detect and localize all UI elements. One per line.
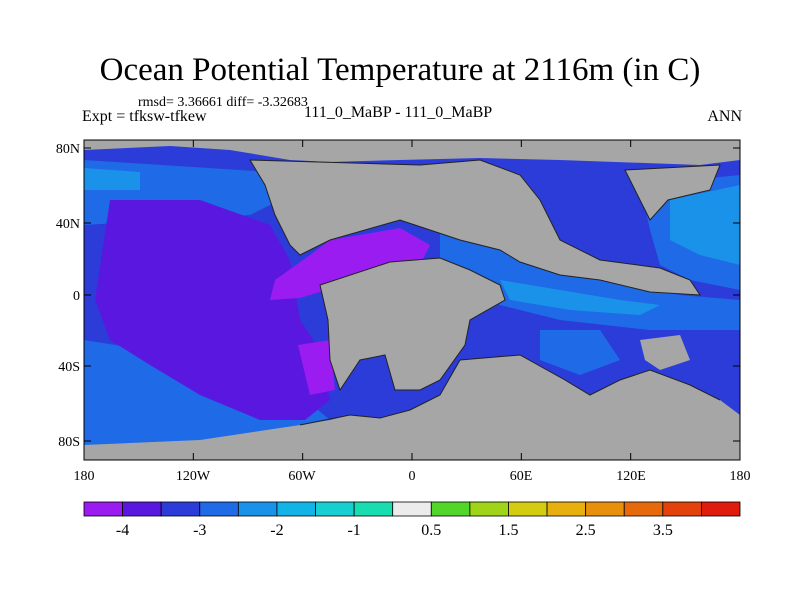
lon-tick-label: 180: [730, 469, 751, 484]
colorbar-swatch: [83, 501, 123, 517]
antarctica-land: [84, 355, 740, 460]
colorbar-label: -2: [270, 522, 283, 539]
colorbar-swatch: [160, 501, 201, 517]
colorbar-swatch: [122, 501, 162, 517]
lon-tick-label: 120W: [176, 469, 211, 484]
south-atlantic-cold: [298, 340, 335, 395]
lon-tick-label: 60E: [510, 469, 533, 484]
colorbar-swatch: [237, 501, 278, 517]
colorbar-swatch: [315, 501, 355, 517]
colorbar-swatch: [701, 501, 741, 517]
colorbar: [83, 501, 741, 517]
lon-tick-label: 0: [409, 469, 416, 484]
west-pacific-cyan: [670, 185, 740, 265]
colorbar-swatch: [662, 501, 702, 517]
laurasia-coast: [249, 159, 701, 296]
colorbar-swatch: [469, 501, 509, 517]
lat-tick-label: 0: [73, 289, 80, 304]
colorbar-swatch: [623, 501, 664, 517]
experiment-label: Expt = tfksw-tfkew: [82, 108, 207, 125]
tethys-cold-core: [270, 228, 430, 300]
colorbar-swatch: [276, 501, 316, 517]
rmsd-diff-stats: rmsd= 3.36661 diff= -3.32683: [138, 95, 308, 110]
lon-tick-label: 180: [74, 469, 95, 484]
frame-ticks: [83, 140, 741, 460]
coastlines: [249, 159, 721, 426]
arctic-land: [84, 140, 740, 165]
colorbar-label: -3: [193, 522, 206, 539]
gondwana-africa-land: [320, 258, 505, 390]
central-pacific-cold: [95, 200, 330, 420]
colorbar-swatch: [585, 501, 625, 517]
colorbar-swatch: [392, 501, 432, 517]
colorbar-label: 1.5: [498, 522, 518, 539]
map-field: [84, 140, 740, 460]
gondwana-coast: [319, 257, 506, 392]
lat-tick-label: 80S: [58, 435, 80, 450]
colorbar-swatch: [199, 501, 239, 517]
antarctica-coast: [299, 354, 721, 426]
lat-tick-label: 40N: [56, 217, 80, 232]
laurasia-land: [250, 160, 700, 295]
season-label: ANN: [707, 108, 742, 125]
colorbar-label: -4: [116, 522, 129, 539]
australia-land: [640, 335, 690, 370]
page-title: Ocean Potential Temperature at 2116m (in…: [99, 52, 701, 88]
lon-tick-label: 60W: [288, 469, 316, 484]
north-pacific-cyan: [84, 168, 140, 190]
colorbar-label: 0.5: [421, 522, 441, 539]
land-masses: [84, 140, 740, 460]
colorbar-labels: -4 -3 -2 -1 0.5 1.5 2.5 3.5: [116, 522, 673, 539]
colorbar-swatch: [546, 501, 587, 517]
tethys-cyan: [500, 280, 660, 315]
lat-tick-label: 80N: [56, 142, 80, 157]
colorbar-swatch: [430, 501, 471, 517]
colorbar-label: -1: [347, 522, 360, 539]
lat-tick-label: 40S: [58, 360, 80, 375]
colorbar-label: 2.5: [576, 522, 596, 539]
colorbar-swatch: [353, 501, 394, 517]
asia-east-coast: [624, 164, 721, 221]
asia-east-land: [625, 165, 720, 220]
experiment-periods: 111_0_MaBP - 111_0_MaBP: [304, 104, 493, 121]
lon-tick-label: 120E: [616, 469, 646, 484]
colorbar-swatch: [508, 501, 548, 517]
indian-ocean-blue: [540, 330, 620, 375]
colorbar-label: 3.5: [653, 522, 673, 539]
